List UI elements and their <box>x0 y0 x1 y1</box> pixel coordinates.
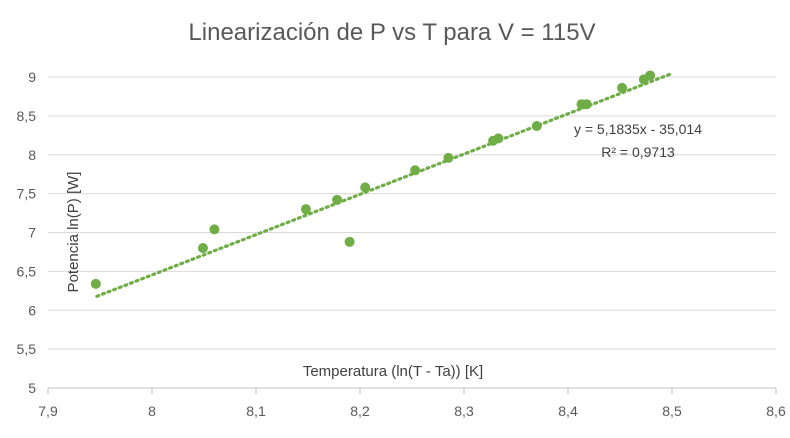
data-point <box>90 278 101 289</box>
x-tick-label: 8 <box>148 403 156 419</box>
y-tick-label: 5,5 <box>17 341 37 357</box>
y-tick-labels: 5 5,5 6 6,5 7 7,5 8 8,5 9 <box>17 69 37 396</box>
data-point <box>209 224 220 235</box>
grid-lines <box>48 76 776 389</box>
data-point <box>300 204 311 215</box>
data-point <box>531 120 542 131</box>
x-axis-title: Temperatura (ln(T - Ta)) [K] <box>303 363 483 380</box>
data-point <box>360 182 371 193</box>
x-tick-label: 8,6 <box>766 403 786 419</box>
y-tick-label: 9 <box>28 69 36 85</box>
x-tick-label: 8,2 <box>350 403 370 419</box>
data-points <box>90 70 656 289</box>
x-tick-label: 8,5 <box>662 403 682 419</box>
data-point <box>410 165 421 176</box>
data-point <box>197 243 208 254</box>
x-tick-label: 8,1 <box>246 403 266 419</box>
trendline-equation: y = 5,1835x - 35,014 <box>574 121 702 137</box>
trendline-layer <box>95 71 674 298</box>
data-point <box>332 194 343 205</box>
y-tick-label: 6 <box>28 302 36 318</box>
trendline-r-squared: R² = 0,9713 <box>601 144 675 160</box>
data-point <box>344 236 355 247</box>
y-tick-label: 7 <box>28 225 36 241</box>
y-tick-label: 6,5 <box>17 263 37 279</box>
y-tick-label: 8,5 <box>17 108 37 124</box>
x-tick-labels: 7,9 8 8,1 8,2 8,3 8,4 8,5 8,6 <box>38 403 786 419</box>
data-point <box>645 70 656 81</box>
y-tick-label: 7,5 <box>17 186 37 202</box>
data-point <box>443 152 454 163</box>
x-tick-label: 8,3 <box>454 403 474 419</box>
x-axis <box>47 387 777 394</box>
y-axis-title: Potencia ln(P) [W] <box>65 172 82 293</box>
y-tick-label: 5 <box>28 380 36 396</box>
data-point <box>581 99 592 110</box>
y-tick-label: 8 <box>28 147 36 163</box>
data-point <box>617 82 628 93</box>
chart-title: Linearización de P vs T para V = 115V <box>188 19 595 46</box>
x-tick-label: 8,4 <box>558 403 578 419</box>
trendline <box>95 71 674 298</box>
data-point <box>493 133 504 144</box>
x-tick-label: 7,9 <box>38 403 58 419</box>
